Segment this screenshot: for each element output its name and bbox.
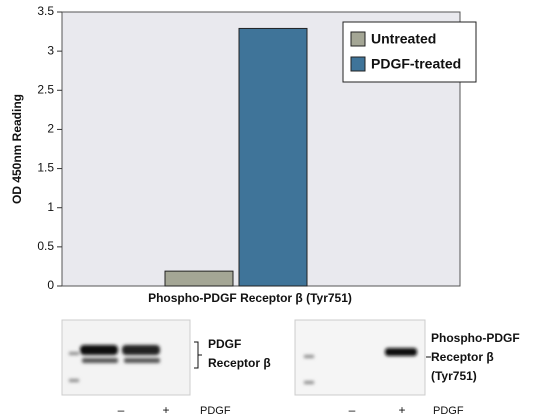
y-tick-label: 0 xyxy=(47,278,54,292)
treatment-label: PDGF xyxy=(433,405,464,417)
legend-label: Untreated xyxy=(371,31,436,47)
blot-label: PDGF xyxy=(208,337,241,351)
y-tick-label: 1.5 xyxy=(37,161,54,175)
blot-label: Phospho-PDGF xyxy=(431,331,520,345)
blot-image-right xyxy=(295,320,425,395)
y-tick-label: 0.5 xyxy=(37,239,54,253)
y-tick-label: 1 xyxy=(47,200,54,214)
blot-label: Receptor β xyxy=(208,356,271,370)
blot-label: Receptor β xyxy=(431,350,494,364)
bracket xyxy=(194,342,202,368)
legend-swatch xyxy=(351,32,365,46)
page: 0 0.5 1 1.5 2 2.5 3 3.5 OD 450nm Reading Phospho-… xyxy=(0,0,534,419)
bar xyxy=(239,28,307,286)
lane-label: – xyxy=(118,403,125,417)
y-tick-label: 2.5 xyxy=(37,82,54,96)
legend-swatch xyxy=(351,57,365,71)
treatment-label: PDGF xyxy=(200,405,231,417)
y-tick-label: 3 xyxy=(47,43,54,57)
bar xyxy=(165,271,233,286)
lane-label: – xyxy=(349,403,356,417)
figure: 0 0.5 1 1.5 2 2.5 3 3.5 OD 450nm Reading Phospho-… xyxy=(0,0,534,419)
y-tick-label: 2 xyxy=(47,122,54,136)
y-tick-label: 3.5 xyxy=(37,4,54,18)
blot-label: (Tyr751) xyxy=(431,369,477,383)
lane-label: + xyxy=(162,403,169,417)
blot-image-left xyxy=(62,320,190,395)
x-tick-label: Phospho-PDGF Receptor β (Tyr751) xyxy=(148,291,352,305)
lane-label: + xyxy=(398,403,405,417)
legend-label: PDGF-treated xyxy=(371,56,461,72)
y-axis-label: OD 450nm Reading xyxy=(10,94,24,204)
